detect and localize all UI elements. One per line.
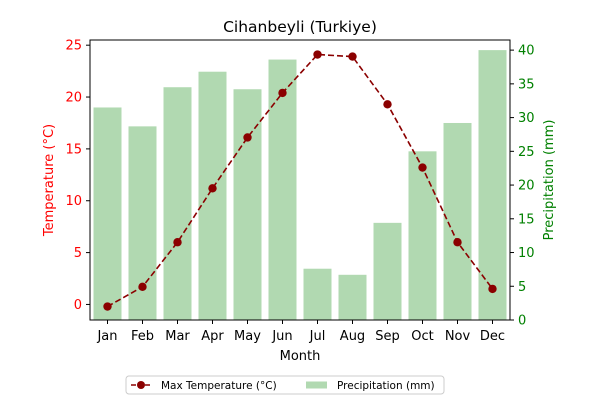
x-tick-label: Nov [445, 329, 471, 344]
legend-box [125, 375, 445, 395]
temperature-point-nov [453, 238, 462, 247]
y-axis-left-label: Temperature (°C) [42, 124, 57, 237]
y-axis-right-label: Precipitation (mm) [542, 120, 557, 241]
x-tick-label: Aug [340, 329, 365, 344]
x-tick-label: Oct [411, 329, 433, 344]
x-axis-label: Month [280, 349, 321, 364]
bar-dec [478, 50, 507, 320]
temperature-point-dec [488, 284, 497, 294]
y-right-tick-label: 15 [518, 212, 535, 227]
bar-may [233, 89, 262, 320]
y-right-tick-label: 40 [518, 44, 535, 59]
temperature-point-jul [313, 50, 322, 59]
y-left-tick-label: 10 [65, 194, 82, 209]
legend-label-precipitation: Precipitation (mm) [337, 380, 435, 392]
temperature-point-may [243, 133, 252, 142]
y-left-tick-label: 15 [65, 142, 82, 157]
y-axis-left: 0 5 10 15 20 25 [65, 39, 90, 313]
x-tick-label: Dec [480, 329, 505, 344]
y-right-tick-label: 30 [518, 111, 535, 126]
temperature-point-oct [418, 163, 427, 172]
bar-nov [443, 122, 472, 321]
x-tick-label: Jul [309, 329, 326, 344]
x-tick-label: Apr [201, 329, 224, 344]
legend-bar-swatch [306, 381, 327, 389]
temperature-point-aug [348, 52, 357, 61]
bar-mar [163, 87, 192, 320]
x-tick-label: Jan [96, 329, 117, 344]
x-tick-label: Sep [375, 329, 400, 344]
y-right-tick-label: 25 [518, 145, 535, 160]
temperature-point-sep [383, 100, 392, 109]
x-tick-label: Feb [131, 329, 154, 344]
y-right-tick-label: 5 [518, 280, 526, 295]
temperature-point-mar [173, 238, 182, 247]
bar-apr [198, 71, 227, 320]
y-left-tick-label: 5 [74, 246, 82, 261]
chart-title: Cihanbeyli (Turkiye) [223, 18, 377, 36]
temperature-point-apr [208, 184, 217, 193]
temperature-point-jan [103, 302, 112, 311]
bar-jun [268, 59, 297, 321]
bar-jan [93, 107, 122, 320]
bar-series [93, 50, 507, 321]
legend-label-temperature: Max Temperature (°C) [161, 380, 277, 392]
x-tick-label: Mar [165, 329, 190, 344]
x-axis: Jan Feb Mar Apr May Jun Jul Aug Sep Oct Nov Dec [96, 320, 505, 344]
line-series [103, 50, 497, 311]
y-axis-right: 0 5 10 15 20 25 30 35 40 [510, 44, 535, 329]
x-tick-label: Jun [271, 329, 292, 344]
legend-marker-swatch [137, 381, 145, 389]
y-right-tick-label: 35 [518, 77, 535, 92]
legend: Max Temperature (°C) Precipitation (mm) [125, 375, 445, 395]
y-left-tick-label: 20 [65, 91, 82, 106]
temperature-point-feb [138, 282, 147, 292]
bar-sep [373, 222, 402, 320]
y-left-tick-label: 25 [65, 39, 82, 54]
x-tick-label: May [234, 329, 261, 344]
temperature-point-jun [278, 88, 287, 98]
y-left-tick-label: 0 [74, 298, 82, 313]
bar-oct [408, 151, 437, 320]
bar-aug [338, 274, 367, 320]
plot-frame [89, 39, 511, 321]
y-right-tick-label: 0 [518, 314, 526, 329]
y-right-tick-label: 20 [518, 179, 535, 194]
bar-jul [303, 268, 332, 320]
y-right-tick-label: 10 [518, 246, 535, 261]
